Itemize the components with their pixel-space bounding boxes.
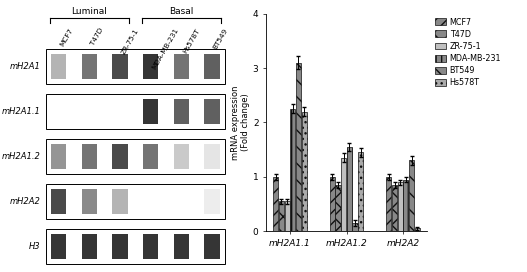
Text: H3: H3: [30, 242, 41, 251]
Bar: [174, 54, 189, 79]
Bar: [398, 182, 403, 231]
Bar: [301, 112, 307, 231]
Bar: [82, 54, 97, 79]
Bar: [285, 201, 290, 231]
Bar: [112, 54, 128, 79]
Bar: [139, 99, 163, 124]
Bar: [336, 185, 340, 231]
Bar: [143, 234, 159, 259]
Bar: [174, 234, 189, 259]
Bar: [347, 147, 352, 231]
Bar: [112, 189, 128, 214]
Text: Hs578T: Hs578T: [181, 27, 200, 54]
Bar: [174, 99, 189, 124]
Bar: [169, 99, 194, 124]
Y-axis label: mRNA expression
(Fold change): mRNA expression (Fold change): [231, 85, 250, 160]
Bar: [143, 54, 159, 79]
Bar: [204, 144, 220, 169]
Bar: [143, 144, 159, 169]
Bar: [169, 234, 194, 259]
Bar: [77, 234, 102, 259]
Text: mH2A2: mH2A2: [10, 197, 41, 206]
Bar: [139, 144, 163, 169]
Bar: [204, 234, 220, 259]
Text: mH2A1.1: mH2A1.1: [2, 107, 41, 116]
Bar: [341, 158, 346, 231]
Bar: [46, 184, 225, 219]
Bar: [46, 144, 71, 169]
Bar: [46, 234, 71, 259]
Text: mH2A1: mH2A1: [10, 62, 41, 71]
Bar: [139, 234, 163, 259]
Bar: [174, 144, 189, 169]
Bar: [77, 144, 102, 169]
Bar: [290, 109, 295, 231]
Bar: [358, 152, 363, 231]
Bar: [204, 99, 220, 124]
Bar: [200, 54, 225, 79]
Bar: [204, 54, 220, 79]
Bar: [46, 94, 225, 129]
Text: T47D: T47D: [90, 27, 104, 47]
Bar: [108, 144, 132, 169]
Bar: [108, 234, 132, 259]
Bar: [139, 54, 163, 79]
Bar: [200, 189, 225, 214]
Bar: [46, 139, 225, 174]
Bar: [112, 144, 128, 169]
Bar: [200, 234, 225, 259]
Text: Luminal: Luminal: [72, 7, 108, 16]
Bar: [353, 223, 357, 231]
Bar: [51, 144, 66, 169]
Text: BT549: BT549: [212, 27, 229, 50]
Bar: [46, 49, 225, 84]
Bar: [204, 189, 220, 214]
Bar: [200, 99, 225, 124]
Bar: [200, 144, 225, 169]
Bar: [296, 63, 301, 231]
Bar: [330, 177, 335, 231]
Text: MDA-MB-231: MDA-MB-231: [151, 27, 180, 71]
Bar: [169, 54, 194, 79]
Bar: [46, 189, 71, 214]
Bar: [143, 99, 159, 124]
Bar: [386, 177, 392, 231]
Bar: [273, 177, 278, 231]
Bar: [108, 54, 132, 79]
Bar: [279, 201, 284, 231]
Bar: [77, 54, 102, 79]
Bar: [108, 189, 132, 214]
Bar: [51, 234, 66, 259]
Bar: [51, 54, 66, 79]
Legend: MCF7, T47D, ZR-75-1, MDA-MB-231, BT549, Hs578T: MCF7, T47D, ZR-75-1, MDA-MB-231, BT549, …: [435, 18, 501, 87]
Bar: [112, 234, 128, 259]
Bar: [77, 189, 102, 214]
Text: mH2A1.2: mH2A1.2: [2, 152, 41, 161]
Bar: [46, 54, 71, 79]
Text: ZR-75-1: ZR-75-1: [120, 27, 140, 55]
Bar: [415, 228, 420, 231]
Text: Basal: Basal: [169, 7, 193, 16]
Bar: [169, 144, 194, 169]
Bar: [82, 144, 97, 169]
Bar: [51, 189, 66, 214]
Bar: [46, 229, 225, 264]
Bar: [409, 160, 414, 231]
Bar: [392, 185, 397, 231]
Text: MCF7: MCF7: [59, 27, 74, 48]
Bar: [82, 234, 97, 259]
Bar: [82, 189, 97, 214]
Bar: [403, 180, 408, 231]
